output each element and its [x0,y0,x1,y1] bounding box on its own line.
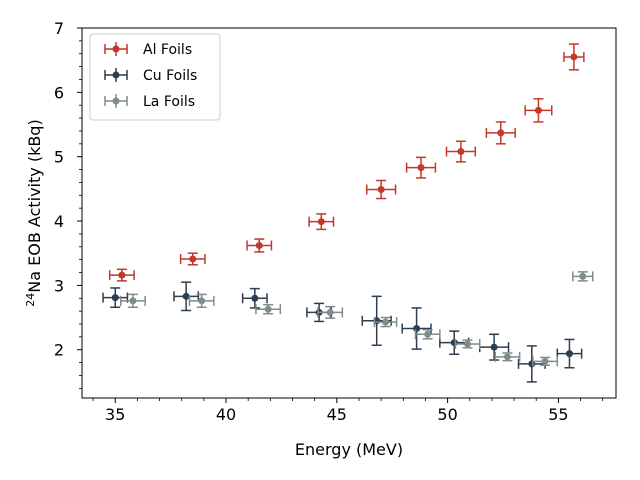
y-tick-label: 7 [54,19,64,38]
data-point [556,338,583,369]
legend-item-la-foils: La Foils [104,94,195,110]
data-point [365,179,397,200]
data-marker [111,294,119,302]
series-al-foils [108,43,585,282]
data-marker [579,272,587,280]
data-marker [450,339,458,347]
data-marker [534,106,542,114]
data-marker [417,164,425,172]
legend-item-cu-foils: Cu Foils [104,68,197,84]
data-marker [251,294,259,302]
data-marker [570,53,578,61]
x-tick-label: 35 [105,405,125,424]
data-point [188,293,215,309]
x-tick-label: 50 [437,405,457,424]
data-marker [382,318,390,326]
y-tick-label: 6 [54,83,64,102]
data-point [102,287,129,309]
legend: Al Foils Cu Foils La Foils [89,33,221,121]
data-marker [255,241,263,249]
data-marker [189,255,197,263]
data-marker [424,330,432,338]
data-point [120,293,146,309]
data-marker [457,148,465,156]
legend-label: La Foils [143,94,195,110]
data-point [445,140,477,163]
legend-marker [112,45,120,53]
data-marker [182,292,190,300]
legend-marker [112,97,120,105]
data-point [532,356,559,367]
data-marker [464,340,472,348]
data-point [246,238,273,253]
data-marker [317,218,325,226]
data-points [102,43,594,383]
data-point [241,287,268,309]
data-marker [413,325,421,333]
data-marker [541,357,549,365]
data-marker [118,271,126,279]
series-la-foils [120,271,594,367]
y-axis-label: 24Na EOB Activity (kBq) [24,119,45,306]
data-point [478,333,510,361]
data-point [454,338,481,349]
legend-label: Cu Foils [143,68,197,84]
x-tick-label: 45 [327,405,347,424]
data-point [494,351,521,362]
data-point [255,303,282,315]
data-point [108,268,135,282]
y-axis-label-main: Na EOB Activity (kBq) [25,119,44,292]
y-tick-label: 4 [54,212,64,231]
y-tick-label: 2 [54,341,64,360]
data-marker [129,297,137,305]
data-marker [198,297,206,305]
data-marker [377,186,385,194]
data-marker [497,129,505,137]
legend-item-al-foils: Al Foils [104,42,192,58]
data-point [173,281,200,312]
legend-marker [112,71,120,79]
data-point [373,316,398,328]
x-tick-label: 40 [216,405,236,424]
data-point [414,329,441,340]
data-marker [490,343,498,351]
legend-box [89,33,221,121]
y-tick-label: 5 [54,148,64,167]
data-marker [264,305,272,313]
data-marker [326,308,334,316]
data-marker [565,350,573,358]
data-point [572,271,594,282]
data-marker [503,353,511,361]
data-point [179,252,206,266]
x-axis-label: Energy (MeV) [295,440,403,459]
data-point [401,307,432,350]
y-tick-label: 3 [54,276,64,295]
y-axis-label-superscript: 24 [24,293,37,307]
plot-frame [81,27,617,399]
data-point [524,98,553,123]
data-point [317,305,344,319]
data-point [405,156,437,179]
data-point [485,121,516,145]
data-point [563,43,585,71]
x-tick-label: 55 [548,405,568,424]
series-cu-foils [102,281,583,383]
legend-label: Al Foils [143,42,192,58]
data-point [308,213,335,231]
